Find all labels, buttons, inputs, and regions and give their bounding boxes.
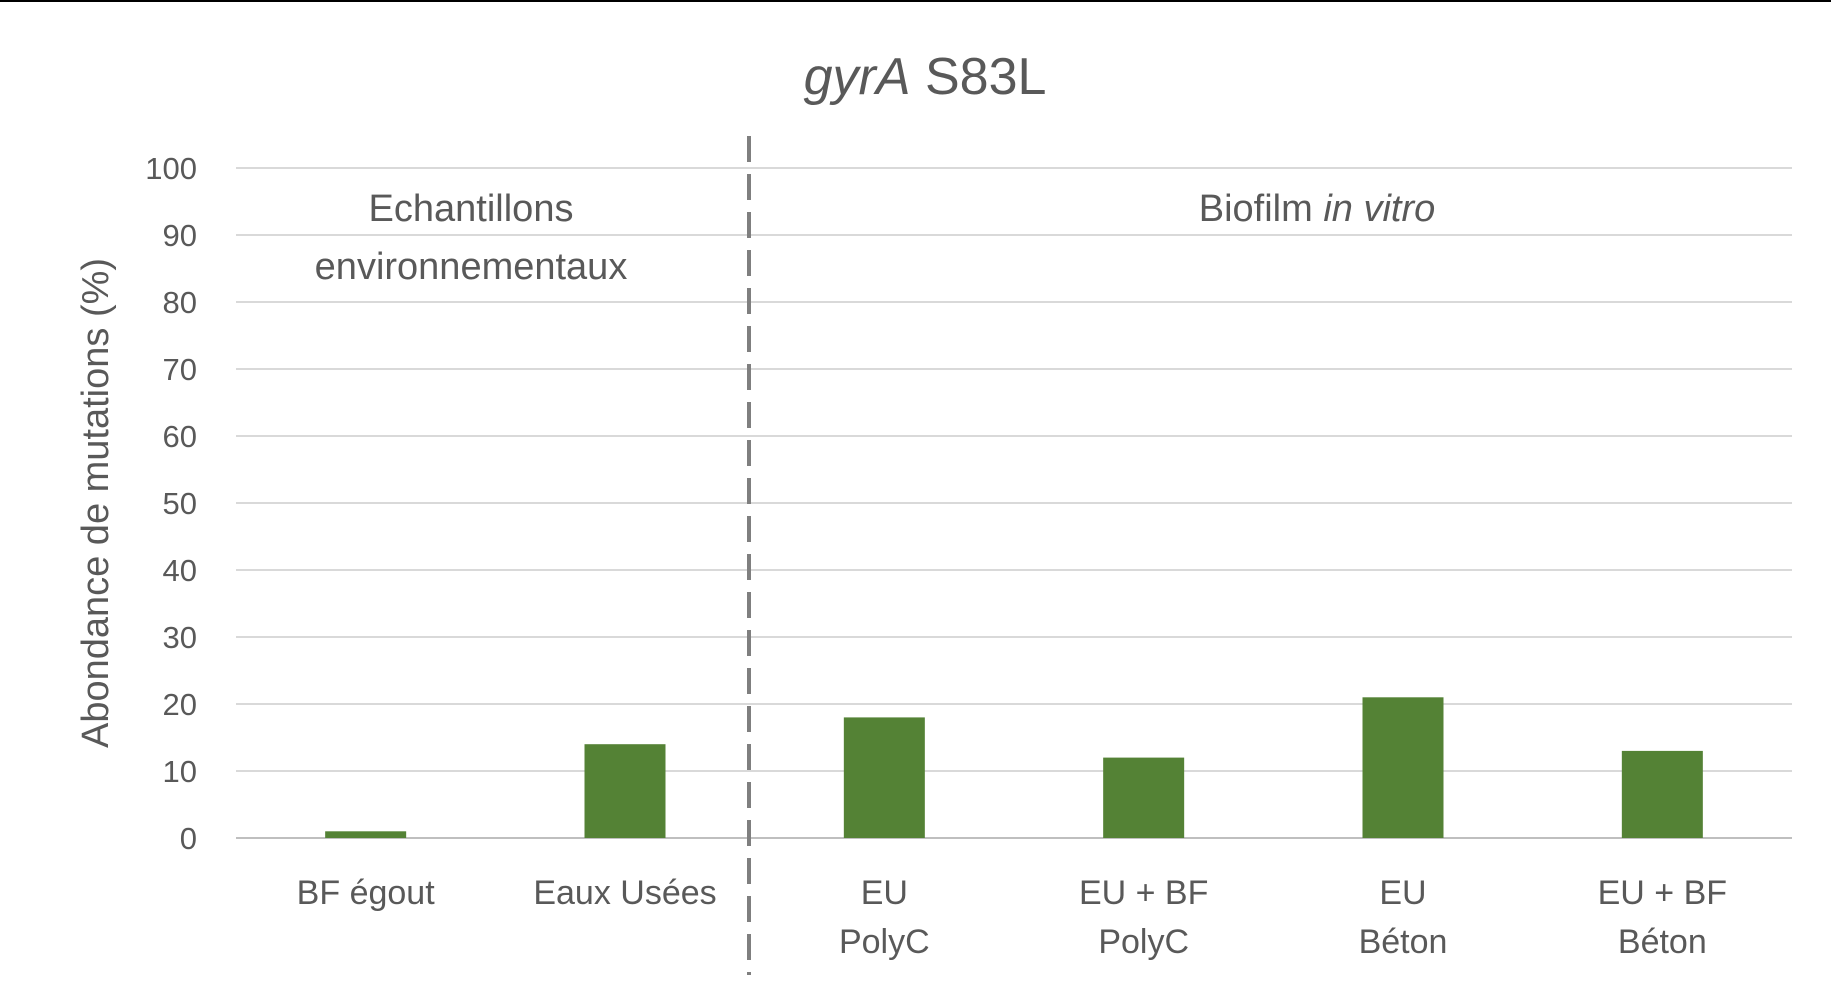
bar [1621, 750, 1703, 838]
top-border [0, 0, 1831, 2]
section-label-biofilm: Biofilm in vitro [1199, 188, 1436, 230]
bar [843, 717, 925, 838]
y-tick-label: 20 [163, 687, 197, 722]
section-label-environmental: Echantillons environnementaux [315, 188, 628, 288]
bar [325, 831, 407, 838]
y-tick-label: 60 [163, 419, 197, 454]
y-axis-label: Abondance de mutations (%) [75, 258, 117, 748]
y-tick-label: 70 [163, 352, 197, 387]
y-tick-label: 50 [163, 486, 197, 521]
x-tick-label: EU + BF PolyC [1079, 874, 1208, 961]
y-tick-label: 90 [163, 218, 197, 253]
bar [1362, 697, 1444, 838]
y-tick-label: 40 [163, 553, 197, 588]
bar [584, 744, 666, 838]
bar [1103, 757, 1185, 838]
y-tick-label: 80 [163, 285, 197, 320]
x-tick-label: EU Béton [1359, 874, 1448, 961]
y-tick-label: 10 [163, 754, 197, 789]
x-tick-label: EU + BF Béton [1598, 874, 1727, 961]
y-tick-label: 100 [145, 151, 197, 186]
x-tick-label: Eaux Usées [533, 874, 716, 912]
y-tick-label: 0 [180, 821, 197, 856]
chart-title: gyrA S83L [804, 48, 1047, 106]
x-tick-label: BF égout [297, 874, 436, 912]
x-tick-label: EU PolyC [839, 874, 930, 961]
y-tick-label: 30 [163, 620, 197, 655]
